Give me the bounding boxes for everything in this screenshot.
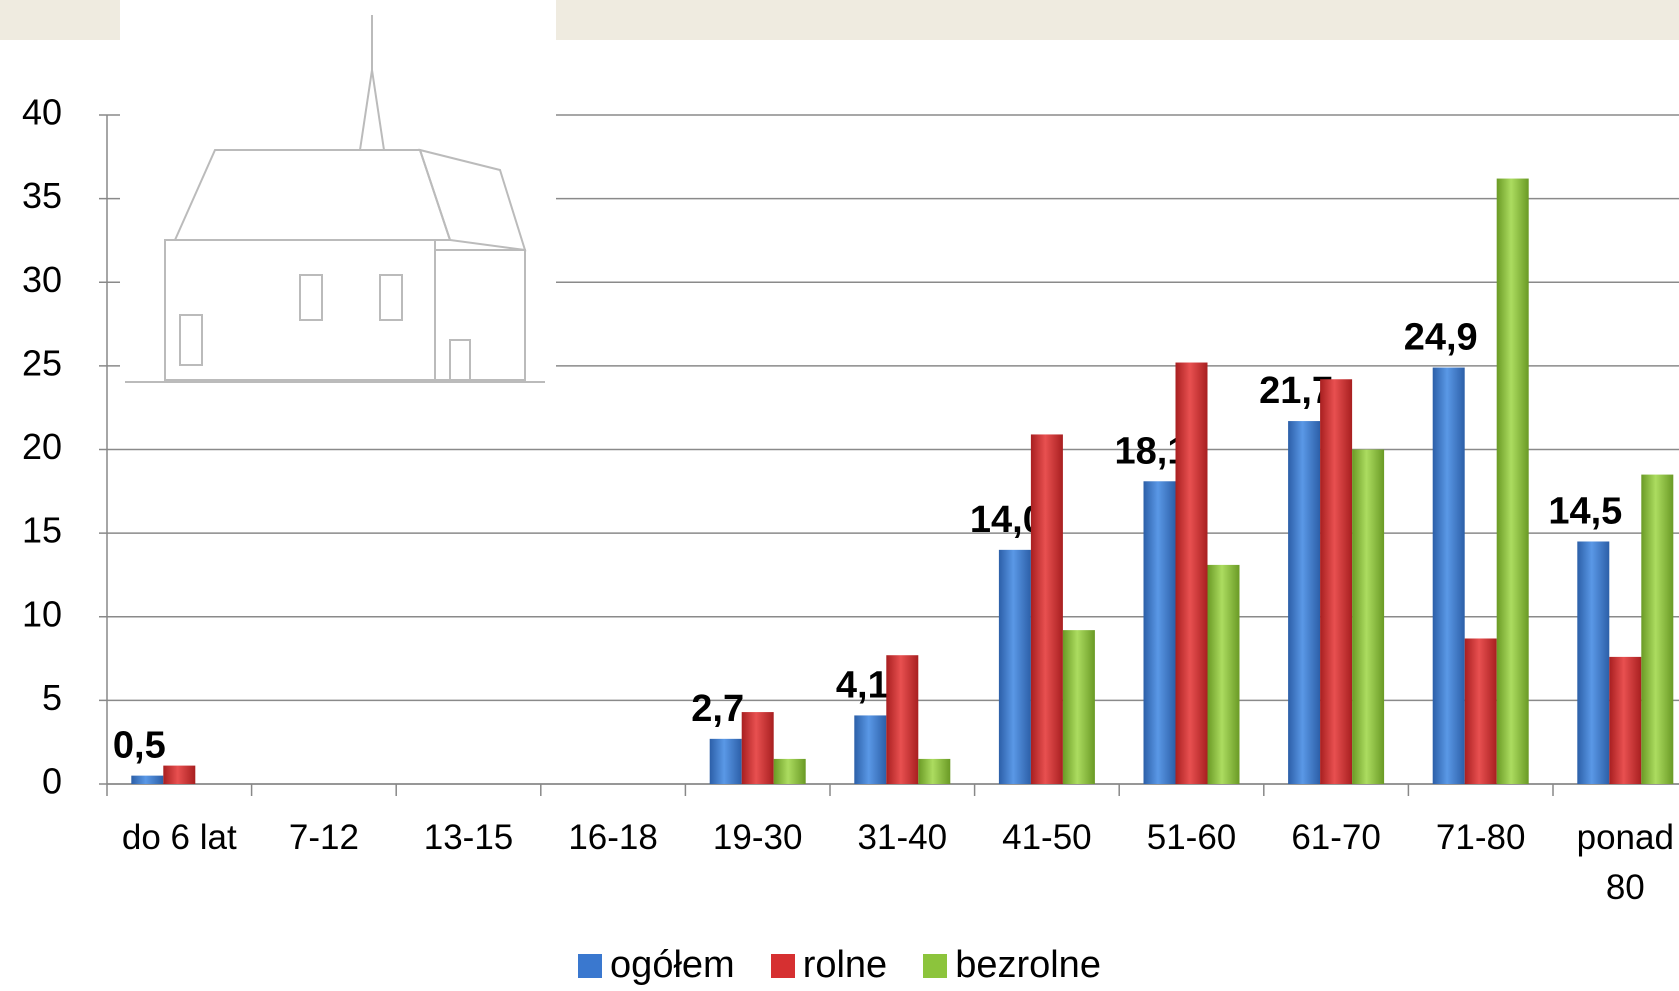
data-label: 14,5 [1548, 491, 1622, 533]
legend: ogółem rolne bezrolne [0, 944, 1679, 987]
data-label: 4,1 [836, 664, 889, 706]
legend-swatch [770, 954, 795, 978]
legend-item: rolne [770, 944, 888, 986]
x-tick-label: 13-15 [423, 818, 514, 857]
bar [886, 655, 919, 784]
bar [1207, 564, 1240, 784]
bar [1577, 541, 1610, 784]
y-tick-label: 15 [22, 510, 62, 551]
legend-label: ogółem [610, 944, 735, 986]
x-tick-label: 7-12 [288, 818, 359, 857]
x-tick-label: 51-60 [1146, 818, 1237, 857]
x-tick-label: 16-18 [568, 818, 658, 857]
data-label: 24,9 [1404, 317, 1478, 359]
bar [709, 738, 742, 784]
bar [1496, 178, 1529, 784]
y-tick-label: 30 [22, 259, 62, 300]
bar [1432, 367, 1465, 784]
bar [1352, 449, 1385, 784]
x-tick-label: 31-40 [857, 818, 948, 857]
bar [1609, 656, 1642, 784]
bar [1062, 630, 1095, 784]
bar [1143, 481, 1176, 784]
y-tick-label: 40 [22, 92, 62, 133]
x-tick-label: 41-50 [1002, 818, 1092, 857]
y-tick-label: 10 [22, 593, 62, 634]
data-label: 0,5 [113, 725, 166, 767]
y-tick-label: 5 [42, 677, 62, 718]
legend-swatch [578, 954, 603, 978]
legend-item: ogółem [578, 944, 735, 986]
bar [1288, 421, 1321, 784]
bar [741, 712, 774, 784]
bar [163, 765, 196, 784]
bar [1175, 362, 1208, 784]
legend-label: rolne [802, 944, 888, 986]
bar [773, 758, 806, 784]
bar [998, 549, 1031, 784]
x-tick-label: 71-80 [1435, 818, 1526, 857]
bar [1464, 638, 1497, 784]
bar [1320, 379, 1353, 784]
data-label: 2,7 [691, 688, 744, 730]
x-tick-label: 61-70 [1291, 818, 1381, 857]
bar [854, 715, 887, 784]
bar [918, 758, 951, 784]
bar [1641, 474, 1674, 784]
bar [131, 775, 164, 784]
x-tick-label: ponad 80 [1576, 818, 1674, 907]
y-tick-label: 35 [22, 175, 62, 216]
y-tick-label: 0 [42, 761, 62, 802]
church-sketch [120, 0, 556, 420]
y-tick-label: 25 [22, 342, 62, 383]
legend-item: bezrolne [923, 944, 1101, 986]
y-tick-label: 20 [22, 426, 62, 467]
x-tick-label: 19-30 [712, 818, 803, 857]
x-tick-label: do 6 lat [121, 818, 237, 857]
legend-label: bezrolne [955, 944, 1101, 986]
legend-swatch [923, 954, 948, 978]
bar [1030, 434, 1063, 784]
